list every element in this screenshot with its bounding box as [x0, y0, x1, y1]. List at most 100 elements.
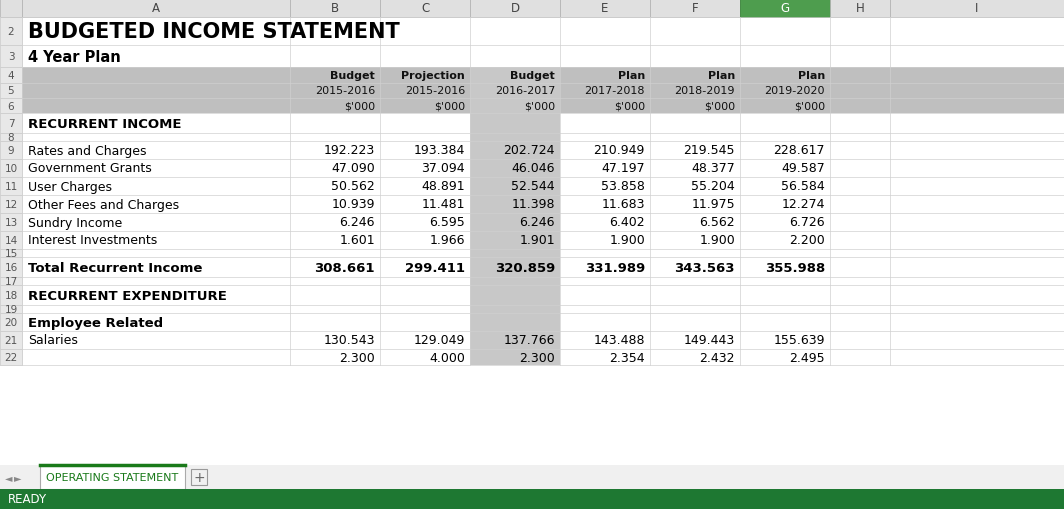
Bar	[0, 286, 22, 305]
Text: ◄: ◄	[5, 472, 13, 482]
Bar	[22, 68, 1064, 84]
Bar	[470, 331, 560, 349]
Text: D: D	[511, 3, 519, 15]
Text: 11.398: 11.398	[512, 198, 555, 211]
Text: 9: 9	[7, 146, 14, 156]
Text: 11.481: 11.481	[421, 198, 465, 211]
Text: Employee Related: Employee Related	[28, 316, 163, 329]
Bar	[192, 469, 207, 485]
Text: 2019-2020: 2019-2020	[765, 87, 825, 96]
Text: 2016-2017: 2016-2017	[495, 87, 555, 96]
Bar	[0, 0, 1064, 18]
Bar	[0, 84, 22, 99]
Text: 210.949: 210.949	[594, 144, 645, 157]
Text: 17: 17	[4, 276, 18, 287]
Bar	[0, 195, 22, 214]
Text: Plan: Plan	[618, 71, 645, 81]
Text: 6.246: 6.246	[339, 216, 375, 229]
Text: 2.354: 2.354	[610, 351, 645, 364]
Bar	[470, 305, 560, 314]
Text: Total Recurrent Income: Total Recurrent Income	[28, 261, 202, 274]
Bar	[470, 178, 560, 195]
Text: $'000: $'000	[614, 101, 645, 111]
Text: 46.046: 46.046	[512, 162, 555, 175]
Text: Plan: Plan	[798, 71, 825, 81]
Text: Other Fees and Charges: Other Fees and Charges	[28, 198, 179, 211]
Text: 48.377: 48.377	[692, 162, 735, 175]
Text: 143.488: 143.488	[594, 334, 645, 347]
Text: 193.384: 193.384	[414, 144, 465, 157]
Bar	[0, 142, 22, 160]
Text: Budget: Budget	[511, 71, 555, 81]
Bar	[470, 232, 560, 249]
Text: 1.601: 1.601	[339, 234, 375, 247]
Bar	[470, 349, 560, 365]
Text: 202.724: 202.724	[503, 144, 555, 157]
Text: 14: 14	[4, 236, 18, 245]
Text: 219.545: 219.545	[683, 144, 735, 157]
Bar	[0, 114, 22, 134]
Bar	[470, 258, 560, 277]
Bar	[0, 46, 22, 68]
Text: Sundry Income: Sundry Income	[28, 216, 122, 229]
Text: 1.900: 1.900	[699, 234, 735, 247]
Text: 2.300: 2.300	[519, 351, 555, 364]
Text: F: F	[692, 3, 698, 15]
Text: 11: 11	[4, 182, 18, 191]
Text: 1.966: 1.966	[430, 234, 465, 247]
Text: 2: 2	[7, 27, 14, 37]
Bar	[470, 68, 560, 84]
Bar	[0, 134, 22, 142]
Text: Plan: Plan	[708, 71, 735, 81]
Text: B: B	[331, 3, 339, 15]
Bar	[470, 142, 560, 160]
Bar	[0, 489, 1064, 509]
Text: 331.989: 331.989	[585, 261, 645, 274]
Text: 53.858: 53.858	[601, 180, 645, 193]
Text: Budget: Budget	[330, 71, 375, 81]
Bar	[739, 0, 830, 18]
Text: RECURRENT INCOME: RECURRENT INCOME	[28, 117, 182, 130]
Text: 4.000: 4.000	[429, 351, 465, 364]
Text: ►: ►	[14, 472, 21, 482]
Text: 10.939: 10.939	[332, 198, 375, 211]
Text: 15: 15	[4, 248, 18, 259]
Text: 2.300: 2.300	[339, 351, 375, 364]
Text: 130.543: 130.543	[323, 334, 375, 347]
Bar	[22, 0, 290, 18]
Text: BUDGETED INCOME STATEMENT: BUDGETED INCOME STATEMENT	[28, 22, 400, 42]
Bar	[470, 160, 560, 178]
Text: 149.443: 149.443	[684, 334, 735, 347]
Bar	[0, 277, 22, 286]
Text: OPERATING STATEMENT: OPERATING STATEMENT	[47, 472, 179, 482]
Bar	[470, 249, 560, 258]
Bar	[470, 114, 560, 134]
Text: 49.587: 49.587	[781, 162, 825, 175]
Text: 355.988: 355.988	[765, 261, 825, 274]
Bar	[560, 0, 650, 18]
Bar	[470, 277, 560, 286]
Bar	[40, 465, 185, 489]
Bar	[470, 134, 560, 142]
Text: 308.661: 308.661	[315, 261, 375, 274]
Text: 2.200: 2.200	[789, 234, 825, 247]
Text: 8: 8	[7, 133, 14, 143]
Bar	[290, 0, 380, 18]
Text: 299.411: 299.411	[405, 261, 465, 274]
Bar	[470, 314, 560, 331]
Text: 192.223: 192.223	[323, 144, 375, 157]
Text: 21: 21	[4, 335, 18, 345]
Text: 6.402: 6.402	[610, 216, 645, 229]
Text: 1.900: 1.900	[610, 234, 645, 247]
Bar	[830, 0, 890, 18]
Bar	[470, 195, 560, 214]
Bar	[0, 314, 22, 331]
Text: 320.859: 320.859	[495, 261, 555, 274]
Text: E: E	[601, 3, 609, 15]
Text: 37.094: 37.094	[421, 162, 465, 175]
Text: 48.891: 48.891	[421, 180, 465, 193]
Text: 11.975: 11.975	[692, 198, 735, 211]
Bar	[22, 84, 1064, 99]
Bar	[0, 249, 22, 258]
Text: 343.563: 343.563	[675, 261, 735, 274]
